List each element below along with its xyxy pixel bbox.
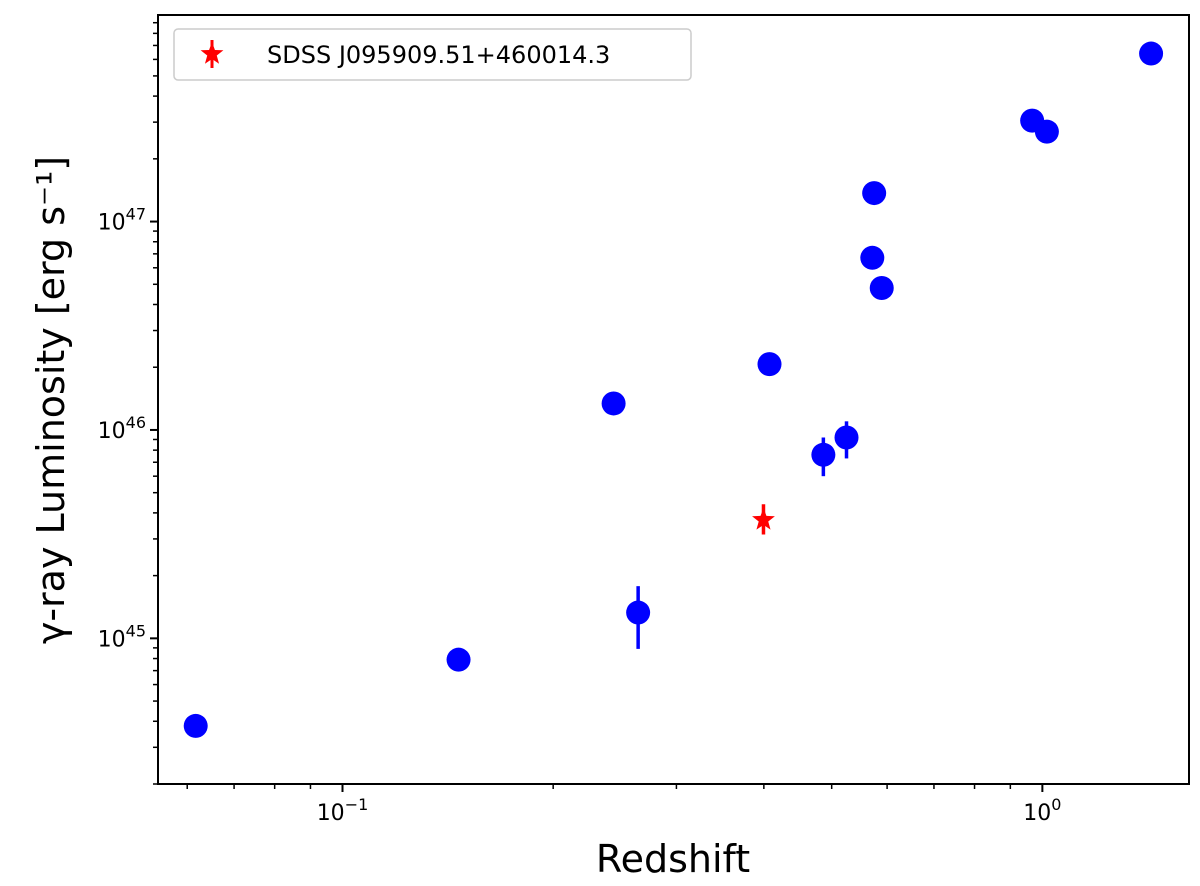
data-point <box>834 425 859 450</box>
legend-label: SDSS J095909.51+460014.3 <box>267 41 610 69</box>
y-tick-label: 1046 <box>98 413 146 444</box>
data-point <box>1139 41 1164 66</box>
plot-frame <box>157 14 1190 785</box>
x-axis-title: Redshift <box>596 837 750 881</box>
x-axis-ticks: 10−1 100 <box>186 784 1061 826</box>
data-point <box>869 275 894 300</box>
x-tick-label: 100 <box>1023 795 1061 826</box>
x-tick-label: 10−1 <box>317 795 369 826</box>
data-point <box>757 352 782 377</box>
data-point <box>811 442 836 467</box>
data-point <box>601 391 626 416</box>
y-tick-label: 1047 <box>98 205 146 236</box>
data-point <box>626 600 651 625</box>
data-point <box>862 181 887 206</box>
y-axis-title: γ-ray Luminosity [erg s⁻¹] <box>29 156 73 644</box>
data-point <box>183 713 208 738</box>
y-axis-ticks: 1045 1046 1047 <box>98 21 158 785</box>
legend: SDSS J095909.51+460014.3 <box>173 28 692 81</box>
star-data-point <box>752 507 775 530</box>
data-points <box>183 41 1164 738</box>
data-point <box>446 647 471 672</box>
legend-box <box>173 28 692 81</box>
data-point <box>860 245 885 270</box>
y-tick-label: 1045 <box>98 621 146 652</box>
data-point <box>1034 119 1059 144</box>
